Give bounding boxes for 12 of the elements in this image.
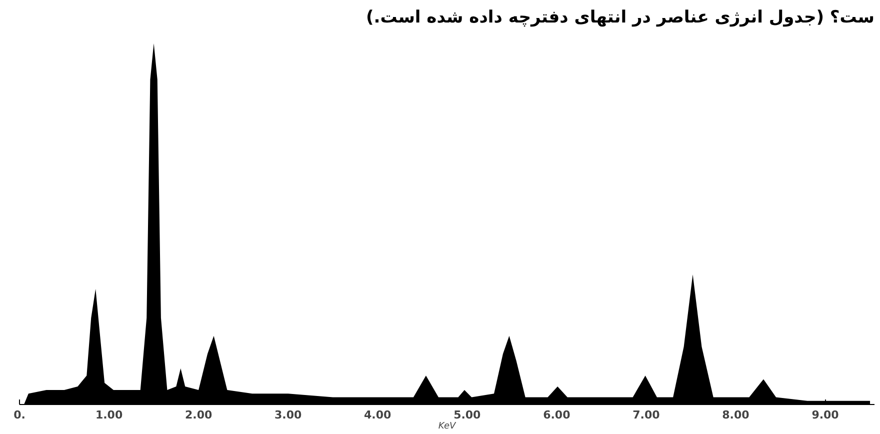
x-tick-label: 5.00 (454, 408, 482, 422)
chart-title: ست؟ (جدول انرژی عناصر در انتهای دفترچه داده شده است.) (366, 8, 875, 28)
x-tick-label: 4.00 (364, 408, 392, 422)
x-tick-label: 8.00 (722, 408, 750, 422)
x-tick-label: 1.00 (95, 408, 123, 422)
x-tick-label: 7.00 (632, 408, 660, 422)
x-tick-label: 9.00 (812, 408, 840, 422)
x-tick-label: 0. (14, 408, 26, 422)
x-tick-label: 3.00 (274, 408, 302, 422)
x-axis-title: KeV (438, 422, 456, 432)
x-tick-label: 6.00 (543, 408, 571, 422)
x-tick-label: 2.00 (184, 408, 212, 422)
